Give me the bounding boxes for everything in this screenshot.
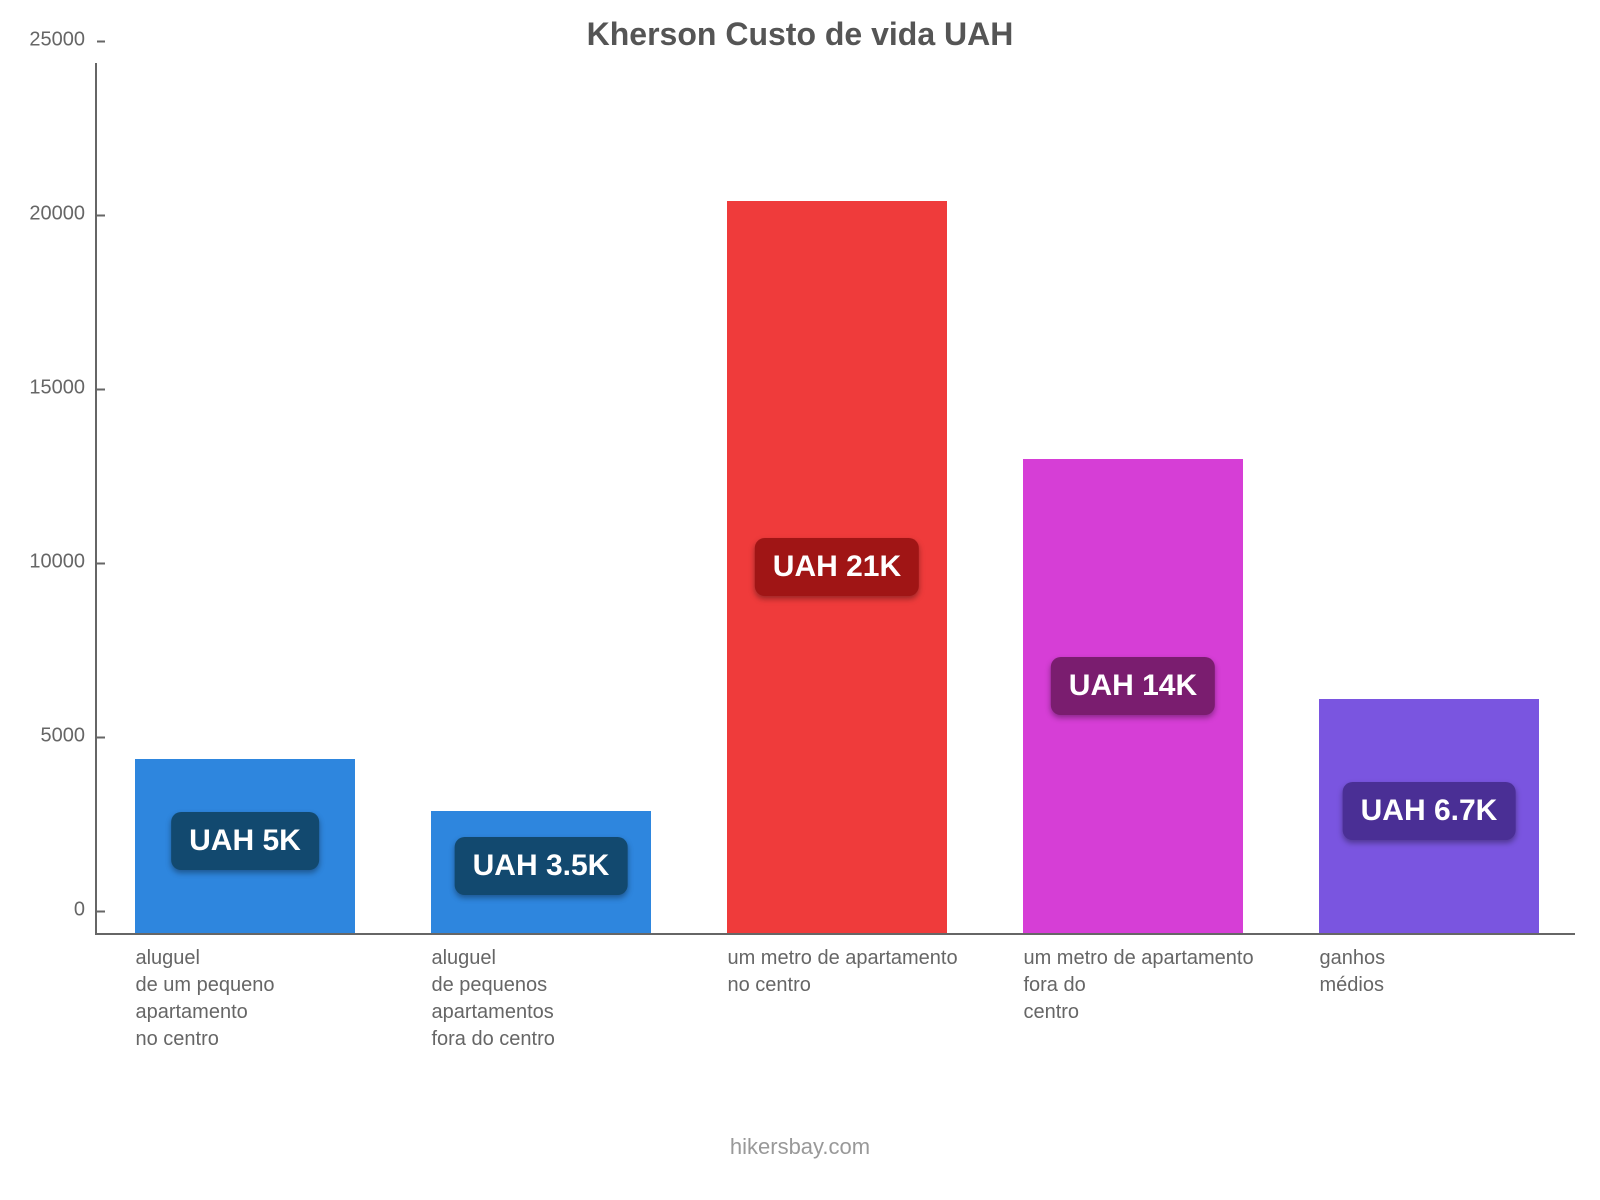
bars-layer: UAH 5K UAH 3.5K UAH 21K UAH 14K UAH 6.7K (97, 63, 1575, 933)
value-badge: UAH 6.7K (1343, 782, 1516, 840)
value-badge: UAH 3.5K (455, 837, 628, 895)
chart-bar: UAH 21K (727, 201, 946, 933)
bar-chart: Kherson Custo de vida UAH UAH 5K UAH 3.5K… (0, 0, 1600, 1200)
x-tick-label: um metro de apartamento no centro (727, 945, 957, 999)
chart-bar: UAH 3.5K (431, 811, 650, 933)
value-badge: UAH 21K (755, 538, 919, 596)
chart-bar: UAH 5K (135, 759, 354, 933)
x-tick-label: aluguel de um pequeno apartamento no cen… (135, 945, 274, 1053)
y-tick-label: 0 (74, 899, 97, 922)
y-tick-label: 15000 (29, 377, 97, 400)
chart-title: Kherson Custo de vida UAH (0, 16, 1600, 53)
chart-bar: UAH 6.7K (1319, 699, 1538, 933)
y-tick-label: 20000 (29, 203, 97, 226)
plot-area: UAH 5KUAH 3.5KUAH 21KUAH 14KUAH 6.7K 050… (95, 63, 1575, 935)
x-tick-label: um metro de apartamento fora do centro (1023, 945, 1253, 1026)
x-tick-label: ganhos médios (1319, 945, 1385, 999)
y-tick-label: 5000 (41, 725, 98, 748)
y-tick-label: 10000 (29, 551, 97, 574)
chart-bar: UAH 14K (1023, 459, 1242, 933)
value-badge: UAH 14K (1051, 657, 1215, 715)
chart-footer: hikersbay.com (0, 1134, 1600, 1160)
y-tick-label: 25000 (29, 29, 97, 52)
x-tick-label: aluguel de pequenos apartamentos fora do… (431, 945, 554, 1053)
value-badge: UAH 5K (171, 812, 319, 870)
